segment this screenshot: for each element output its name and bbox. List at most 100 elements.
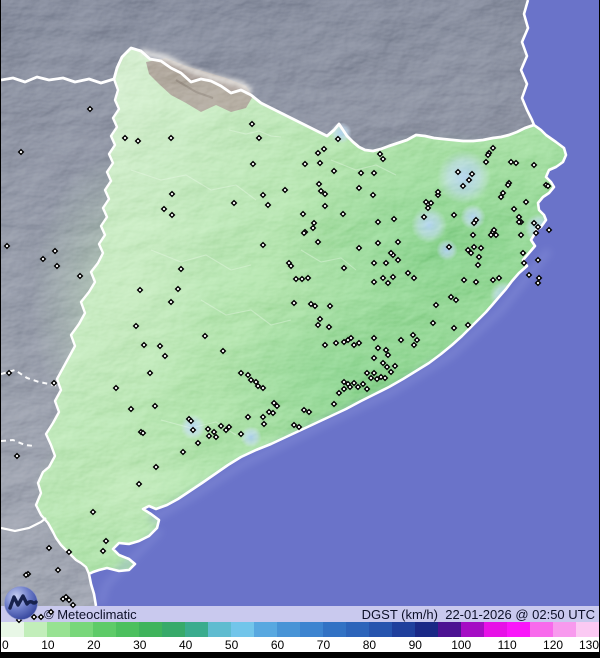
wind-patch: [330, 122, 352, 144]
station-marker: [65, 596, 73, 604]
scale-block: [438, 622, 461, 637]
station-marker: [237, 430, 245, 438]
station-marker: [325, 323, 333, 331]
station-marker: [404, 269, 412, 277]
station-marker: [244, 371, 252, 379]
station-marker: [350, 379, 358, 387]
scale-block: [530, 622, 553, 637]
station-marker: [89, 508, 97, 516]
station-marker: [370, 169, 378, 177]
wind-patch: [180, 414, 206, 440]
station-marker: [346, 383, 354, 391]
station-marker: [135, 480, 143, 488]
scale-tick-label: 90: [408, 638, 422, 652]
station-marker: [413, 336, 421, 344]
station-marker: [544, 182, 552, 190]
station-marker: [515, 218, 523, 226]
station-marker: [102, 537, 110, 545]
station-marker: [373, 375, 381, 383]
station-marker: [230, 199, 238, 207]
station-marker: [470, 219, 478, 227]
station-marker: [212, 433, 220, 441]
station-marker: [146, 369, 154, 377]
station-marker: [86, 105, 94, 113]
station-marker: [383, 363, 391, 371]
station-marker: [127, 405, 135, 413]
scale-block: [369, 622, 392, 637]
station-marker: [522, 198, 530, 206]
scale-tick-label: 50: [224, 638, 239, 652]
station-marker: [334, 135, 342, 143]
scale-tick-label: 60: [270, 638, 285, 652]
color-scale-ticks: 0 10 20 30 40 50 60 70 80 90 100 110 120 130: [1, 637, 599, 652]
station-marker: [62, 593, 70, 601]
station-marker: [363, 385, 371, 393]
station-marker: [151, 402, 159, 410]
wind-patch: [527, 272, 549, 294]
station-marker: [194, 439, 202, 447]
station-marker: [391, 362, 399, 370]
station-marker: [260, 420, 268, 428]
station-marker: [298, 275, 306, 283]
station-marker: [168, 211, 176, 219]
station-marker: [281, 186, 289, 194]
scale-block: [553, 622, 576, 637]
station-marker: [464, 246, 472, 254]
scale-block: [507, 622, 530, 637]
station-marker: [340, 385, 348, 393]
station-marker: [525, 271, 533, 279]
station-marker: [495, 274, 503, 282]
station-marker: [259, 413, 267, 421]
station-marker: [167, 134, 175, 142]
station-marker: [174, 285, 182, 293]
station-marker: [140, 341, 148, 349]
scale-block: [231, 622, 254, 637]
station-marker: [504, 181, 512, 189]
station-marker: [450, 324, 458, 332]
station-marker: [512, 159, 520, 167]
station-marker: [22, 571, 30, 579]
footer-bar: © Meteoclimatic DGST (km/h) 22-01-2026 @…: [1, 605, 599, 622]
station-marker: [394, 238, 402, 246]
station-marker: [299, 210, 307, 218]
station-marker: [460, 276, 468, 284]
station-marker: [354, 383, 362, 391]
station-marker: [363, 369, 371, 377]
station-marker: [485, 149, 493, 157]
station-marker: [136, 286, 144, 294]
scale-block: [116, 622, 139, 637]
station-marker: [350, 341, 358, 349]
scale-tick-label: 130: [578, 638, 599, 652]
station-marker: [300, 229, 308, 237]
wind-patch: [436, 239, 458, 261]
color-scale-bar: [1, 622, 599, 637]
scale-block: [70, 622, 93, 637]
station-marker: [39, 255, 47, 263]
station-marker: [222, 426, 230, 434]
scale-tick-label: 110: [497, 638, 517, 652]
station-marker: [367, 374, 375, 382]
station-marker: [17, 148, 25, 156]
station-marker: [355, 184, 363, 192]
station-marker: [152, 463, 160, 471]
station-marker: [472, 216, 480, 224]
station-marker: [369, 191, 377, 199]
roussillon-tint: [536, 80, 599, 150]
station-marker: [264, 201, 272, 209]
station-marker: [314, 238, 322, 246]
station-marker: [248, 120, 256, 128]
border-france-spain: [1, 46, 535, 153]
station-marker: [377, 373, 385, 381]
station-marker: [156, 342, 164, 350]
border-dashed-west1: [1, 368, 59, 387]
station-marker: [542, 181, 550, 189]
scale-tick-label: 40: [179, 638, 193, 652]
scale-block: [1, 622, 24, 637]
station-marker: [465, 176, 473, 184]
station-marker: [290, 299, 298, 307]
scale-tick-label: 10: [41, 638, 55, 652]
green-shade-west: [31, 150, 211, 450]
station-marker: [469, 231, 477, 239]
station-marker: [204, 425, 212, 433]
